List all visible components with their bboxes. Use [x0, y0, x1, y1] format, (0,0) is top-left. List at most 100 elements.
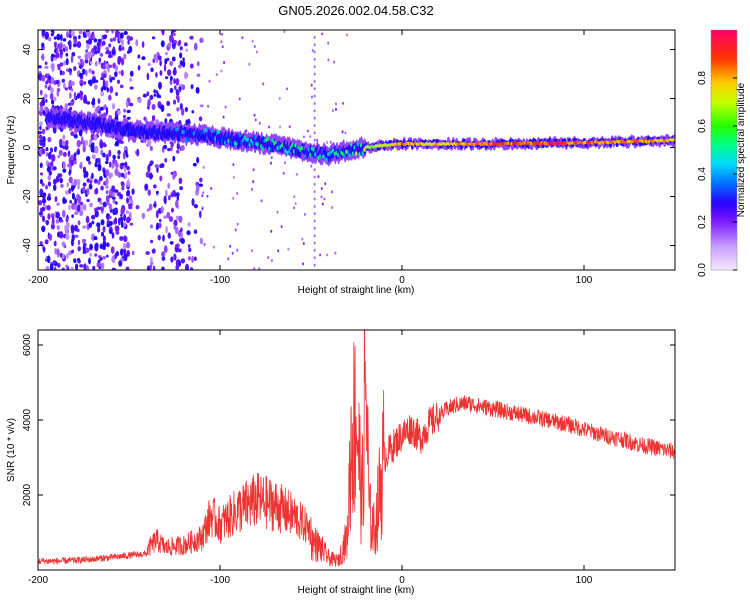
heat-cell-847 [147, 164, 151, 173]
heat-cell-231 [63, 82, 66, 89]
heat-cell-1074 [193, 42, 198, 51]
heat-cell-830 [137, 54, 141, 59]
heat-cell-225 [62, 198, 67, 204]
heat-cell-765 [123, 222, 127, 228]
x-tick-label-0: -200 [28, 575, 48, 586]
heat-cell-1152 [283, 30, 286, 34]
heat-cell-444 [88, 222, 92, 229]
heat-cell-569 [100, 207, 104, 212]
heat-cell-1214 [313, 256, 316, 260]
heat-cell-988 [174, 85, 177, 91]
heat-cell-1002 [176, 142, 180, 150]
heat-cell-1101 [321, 202, 324, 206]
heat-cell-630 [108, 94, 112, 101]
heat-cell-650 [111, 30, 115, 34]
heat-cell-420 [84, 170, 89, 178]
heat-cell-575 [102, 240, 107, 249]
heat-cell-11 [39, 172, 44, 176]
heat-cell-1058 [188, 247, 192, 252]
chart-title: GN05.2026.002.04.58.C32 [278, 3, 433, 18]
heat-cell-868 [153, 93, 157, 97]
heat-cell-587 [102, 255, 107, 260]
heat-cell-950 [166, 211, 171, 219]
heat-cell-779 [123, 30, 128, 35]
heat-cell-1091 [199, 237, 204, 245]
heat-cell-520 [97, 179, 101, 185]
heat-cell-206 [59, 51, 64, 56]
snr-frame [37, 329, 676, 571]
heat-cell-358 [77, 220, 81, 226]
heat-cell-493 [91, 172, 94, 180]
heat-cell-856 [149, 146, 153, 151]
snr-x-ticks: -200 -100 0 100 [28, 330, 593, 586]
heat-cell-692 [114, 71, 118, 78]
heat-cell-291 [70, 159, 75, 166]
heat-cell-1219 [313, 219, 316, 223]
heat-cell-424 [86, 101, 91, 105]
heat-cell-436 [85, 156, 91, 162]
y-tick-label-0: -40 [22, 238, 33, 253]
colorbar: 0.0 0.2 0.4 0.6 0.8 Normalized spectral ampl… [697, 29, 747, 277]
heat-cell-22 [38, 212, 43, 216]
snr-panel: -200 -100 0 100 2000 4000 6000 Height of stra… [6, 329, 676, 596]
heat-cell-855 [149, 256, 153, 263]
heat-cell-516 [94, 60, 98, 67]
heat-cell-1039 [179, 46, 183, 51]
heat-cell-203 [59, 180, 63, 184]
heat-cell-565 [99, 243, 103, 249]
heat-cell-903 [158, 94, 162, 99]
heat-cell-505 [93, 178, 98, 184]
heat-cell-920 [162, 234, 165, 242]
heat-cell-338 [78, 34, 81, 40]
heat-cell-1083 [195, 184, 200, 193]
heat-cell-13 [38, 199, 43, 206]
heat-cell-542 [97, 38, 102, 42]
heat-cell-617 [105, 177, 109, 186]
heat-cell-1202 [232, 163, 235, 167]
spectrogram-frame [37, 29, 676, 271]
heat-cell-227 [61, 140, 66, 147]
heat-cell-1120 [201, 194, 204, 198]
heat-cell-1056 [183, 42, 188, 47]
heat-cell-808 [128, 203, 133, 208]
heat-cell-1112 [301, 237, 304, 241]
heat-cell-539 [97, 45, 100, 54]
heat-cell-1234 [313, 109, 316, 113]
heat-cell-1063 [186, 230, 191, 236]
heat-cell-962 [170, 207, 175, 213]
heat-cell-1224 [313, 182, 316, 186]
heat-cell-1144 [270, 155, 273, 159]
heat-cell-1080 [196, 61, 200, 67]
colorbar-tick-label-4: 0.8 [697, 71, 708, 85]
heat-cell-294 [70, 266, 74, 270]
heat-cell-931 [163, 144, 168, 150]
heat-cell-1 [39, 104, 44, 113]
heat-cell-1105 [309, 135, 312, 139]
heat-cell-433 [85, 49, 89, 53]
heat-cell-862 [150, 67, 154, 73]
heat-cell-576 [102, 225, 106, 233]
heat-cell-425 [85, 265, 90, 270]
heat-cell-1043 [178, 248, 182, 253]
heat-cell-196 [58, 149, 63, 156]
heat-cell-331 [73, 38, 77, 45]
heat-cell-1134 [224, 105, 227, 109]
heat-cell-1200 [295, 172, 298, 176]
heat-cell-1115 [341, 130, 344, 134]
heat-cell-1004 [175, 215, 180, 221]
heat-cell-957 [169, 79, 173, 86]
heat-cell-599 [105, 190, 109, 195]
heat-cell-489 [91, 100, 96, 106]
heat-cell-679 [114, 189, 119, 193]
heat-cell-772 [123, 114, 126, 119]
heat-cell-589 [102, 235, 106, 243]
y-tick-label-2: 0 [22, 144, 33, 150]
heat-cell-255 [65, 217, 69, 223]
heat-cell-1209 [258, 121, 261, 125]
heat-cell-163 [56, 202, 60, 206]
heat-cell-229 [62, 38, 67, 42]
heat-cell-614 [105, 80, 109, 88]
heat-cell-795 [126, 197, 130, 204]
heat-cell-129 [50, 62, 55, 70]
heat-cell-869 [152, 265, 156, 270]
